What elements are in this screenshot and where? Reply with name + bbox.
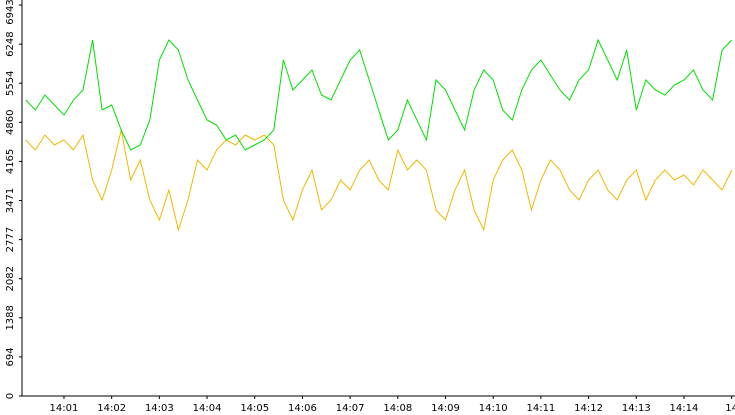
x-tick-label: 14:13 bbox=[622, 403, 651, 414]
x-tick-label: 14:08 bbox=[383, 403, 412, 414]
y-tick-label: 694 bbox=[5, 347, 16, 366]
x-tick-label: 14:01 bbox=[50, 403, 79, 414]
x-tick-label: 14:06 bbox=[288, 403, 317, 414]
y-tick-label: 2082 bbox=[5, 266, 16, 291]
y-tick-label: 1388 bbox=[5, 305, 16, 330]
y-tick-label: 6248 bbox=[5, 31, 16, 56]
x-tick-label: 14:05 bbox=[240, 403, 269, 414]
x-tick-label: 14 bbox=[725, 403, 735, 414]
y-tick-label: 3471 bbox=[5, 188, 16, 213]
y-tick-label: 2777 bbox=[5, 227, 16, 252]
y-tick-label: 4165 bbox=[5, 149, 16, 174]
y-tick-label: 4860 bbox=[5, 110, 16, 135]
y-tick-label: 5554 bbox=[5, 70, 16, 95]
x-tick-label: 14:07 bbox=[336, 403, 365, 414]
x-tick-label: 14:12 bbox=[574, 403, 603, 414]
y-tick-label: 0 bbox=[5, 393, 16, 399]
x-tick-label: 14:11 bbox=[526, 403, 555, 414]
series-line bbox=[25, 129, 733, 232]
series-line bbox=[25, 38, 733, 151]
x-tick-label: 14:03 bbox=[145, 403, 174, 414]
x-tick-label: 14:04 bbox=[193, 403, 222, 414]
x-tick-label: 14:02 bbox=[97, 403, 126, 414]
x-tick-label: 14:14 bbox=[670, 403, 699, 414]
y-tick-label: 6943 bbox=[5, 0, 16, 25]
x-tick-label: 14:10 bbox=[479, 403, 508, 414]
x-tick-label: 14:09 bbox=[431, 403, 460, 414]
